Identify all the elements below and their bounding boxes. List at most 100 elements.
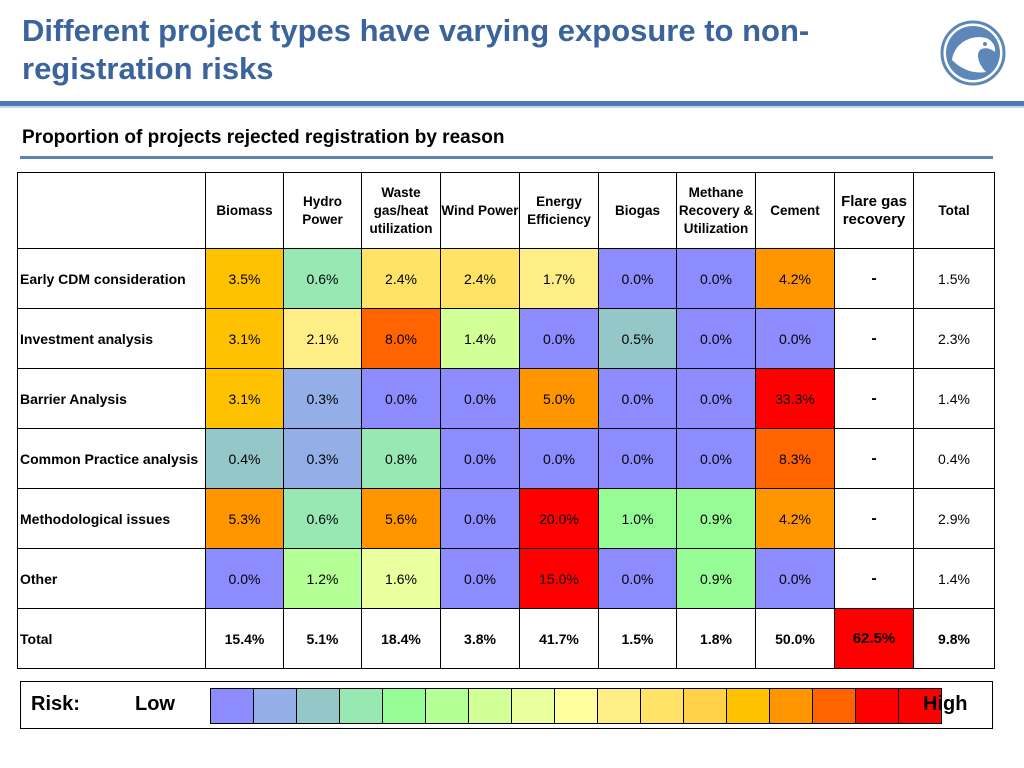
- value-cell: 4.2%: [755, 248, 835, 309]
- legend-swatch: [211, 689, 254, 723]
- value-cell: 0.0%: [440, 368, 520, 429]
- value-cell: 0.0%: [519, 428, 599, 489]
- row-label: Total: [17, 608, 206, 669]
- value-cell: 3.1%: [205, 368, 284, 429]
- row-label: Early CDM consideration: [17, 248, 206, 309]
- value-cell: 20.0%: [519, 488, 599, 549]
- column-header: Waste gas/heat utilization: [361, 172, 441, 249]
- column-header: Wind Power: [440, 172, 520, 249]
- eagle-logo-icon: [940, 20, 1006, 86]
- title-divider: [0, 101, 1024, 108]
- value-cell: 15.0%: [519, 548, 599, 609]
- value-cell: 2.4%: [361, 248, 441, 309]
- table-row: Early CDM consideration 3.5% 0.6% 2.4% 2.4% 1…: [17, 248, 995, 309]
- legend-color-scale: [210, 688, 942, 724]
- value-cell: 8.0%: [361, 308, 441, 369]
- value-cell: 0.0%: [440, 488, 520, 549]
- table-row: Common Practice analysis 0.4% 0.3% 0.8% 0.0%…: [17, 428, 995, 489]
- value-cell: 0.0%: [676, 428, 756, 489]
- corner-header-cell: [17, 172, 206, 249]
- column-header: Cement: [755, 172, 835, 249]
- value-cell: 1.4%: [913, 548, 995, 609]
- value-cell: 0.9%: [676, 548, 756, 609]
- value-cell: 5.0%: [519, 368, 599, 429]
- value-cell: 3.8%: [440, 608, 520, 669]
- legend-risk-label: Risk:: [31, 693, 80, 715]
- risk-legend: Risk: Low High: [20, 681, 993, 729]
- value-cell: -: [834, 308, 914, 369]
- column-header: Energy Efficiency: [519, 172, 599, 249]
- legend-swatch: [555, 689, 598, 723]
- value-cell: 4.2%: [755, 488, 835, 549]
- row-label: Barrier Analysis: [17, 368, 206, 429]
- value-cell: 1.4%: [440, 308, 520, 369]
- value-cell: 0.3%: [283, 368, 362, 429]
- value-cell: 0.0%: [205, 548, 284, 609]
- legend-swatch: [813, 689, 856, 723]
- value-cell: 0.6%: [283, 488, 362, 549]
- legend-swatch: [512, 689, 555, 723]
- row-label: Other: [17, 548, 206, 609]
- legend-swatch: [426, 689, 469, 723]
- value-cell: 8.3%: [755, 428, 835, 489]
- legend-swatch: [297, 689, 340, 723]
- legend-swatch: [770, 689, 813, 723]
- value-cell: 0.0%: [519, 308, 599, 369]
- legend-swatch: [340, 689, 383, 723]
- column-header: Methane Recovery & Utilization: [676, 172, 756, 249]
- value-cell: 41.7%: [519, 608, 599, 669]
- value-cell: -: [834, 368, 914, 429]
- value-cell: 0.5%: [598, 308, 677, 369]
- value-cell: 18.4%: [361, 608, 441, 669]
- value-cell: 0.0%: [361, 368, 441, 429]
- value-cell: 0.0%: [598, 248, 677, 309]
- legend-swatch: [899, 689, 942, 723]
- legend-swatch: [727, 689, 770, 723]
- value-cell: 0.0%: [598, 428, 677, 489]
- value-cell: 1.0%: [598, 488, 677, 549]
- row-label: Investment analysis: [17, 308, 206, 369]
- value-cell: 0.6%: [283, 248, 362, 309]
- value-cell: 2.9%: [913, 488, 995, 549]
- value-cell: 0.4%: [205, 428, 284, 489]
- value-cell: 2.1%: [283, 308, 362, 369]
- value-cell: 50.0%: [755, 608, 835, 669]
- table-row: Methodological issues 5.3% 0.6% 5.6% 0.0% 20.…: [17, 488, 995, 549]
- value-cell: 1.4%: [913, 368, 995, 429]
- value-cell: 1.5%: [598, 608, 677, 669]
- value-cell: 1.7%: [519, 248, 599, 309]
- value-cell: -: [834, 548, 914, 609]
- table-row: Investment analysis 3.1% 2.1% 8.0% 1.4% 0.0% 0…: [17, 308, 995, 369]
- column-header: Biogas: [598, 172, 677, 249]
- value-cell: 0.0%: [440, 428, 520, 489]
- value-cell: 1.8%: [676, 608, 756, 669]
- legend-swatch: [684, 689, 727, 723]
- legend-swatch: [641, 689, 684, 723]
- chart-subtitle: Proportion of projects rejected registra…: [22, 127, 505, 148]
- value-cell: 0.0%: [598, 548, 677, 609]
- value-cell: 0.3%: [283, 428, 362, 489]
- column-header: Biomass: [205, 172, 284, 249]
- column-header: Hydro Power: [283, 172, 362, 249]
- value-cell: 0.9%: [676, 488, 756, 549]
- value-cell: 15.4%: [205, 608, 284, 669]
- row-label: Methodological issues: [17, 488, 206, 549]
- value-cell: 0.0%: [676, 308, 756, 369]
- value-cell: 33.3%: [755, 368, 835, 429]
- value-cell: 62.5%: [834, 608, 914, 669]
- value-cell: 0.0%: [676, 248, 756, 309]
- value-cell: -: [834, 248, 914, 309]
- subtitle-divider: [20, 156, 993, 159]
- value-cell: 0.0%: [440, 548, 520, 609]
- value-cell: 2.3%: [913, 308, 995, 369]
- value-cell: 0.4%: [913, 428, 995, 489]
- value-cell: 0.8%: [361, 428, 441, 489]
- value-cell: 1.2%: [283, 548, 362, 609]
- table-row: Barrier Analysis 3.1% 0.3% 0.0% 0.0% 5.0% 0.0%…: [17, 368, 995, 429]
- slide-title: Different project types have varying exp…: [22, 13, 810, 86]
- value-cell: 0.0%: [755, 548, 835, 609]
- legend-low-label: Low: [135, 693, 175, 715]
- value-cell: 9.8%: [913, 608, 995, 669]
- value-cell: 0.0%: [676, 368, 756, 429]
- total-row: Total 15.4% 5.1% 18.4% 3.8% 41.7% 1.5% 1.8% 50.0…: [17, 608, 995, 669]
